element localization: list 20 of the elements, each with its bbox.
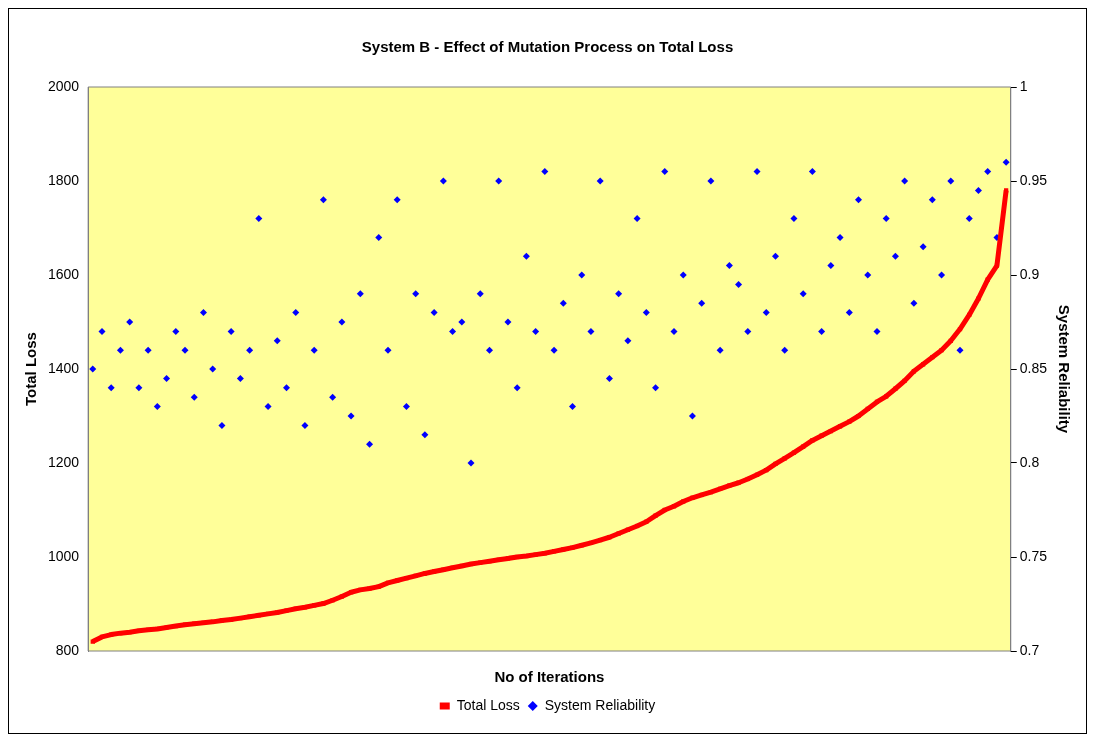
y-tick-label: 1800 [47,171,80,188]
y-tick-label: 2000 [47,77,80,94]
y-tick-label: 1200 [47,453,80,470]
y-tick-label: 1400 [47,359,80,376]
y2-tick-label: 0.9 [1019,265,1040,282]
y2-tick-label: 0.75 [1019,547,1048,564]
legend-label: Total Loss [456,696,520,713]
y-tick-label: 1000 [47,547,80,564]
x-axis-title: No of Iterations [494,668,605,686]
y2-tick-label: 0.85 [1019,359,1048,376]
y-tick-label: 1600 [47,265,80,282]
y2-tick-label: 0.8 [1019,453,1040,470]
y2-tick-label: 0.95 [1019,171,1048,188]
y2-tick-label: 1 [1019,77,1028,94]
y-tick-label: 800 [55,641,80,658]
legend-label: System Reliability [544,696,656,713]
chart-title: System B - Effect of Mutation Process on Total Loss [361,38,734,56]
y2-axis-title: System Reliability [1055,304,1073,434]
y2-tick-label: 0.7 [1019,641,1040,658]
y-axis-title: Total Loss [22,332,40,406]
